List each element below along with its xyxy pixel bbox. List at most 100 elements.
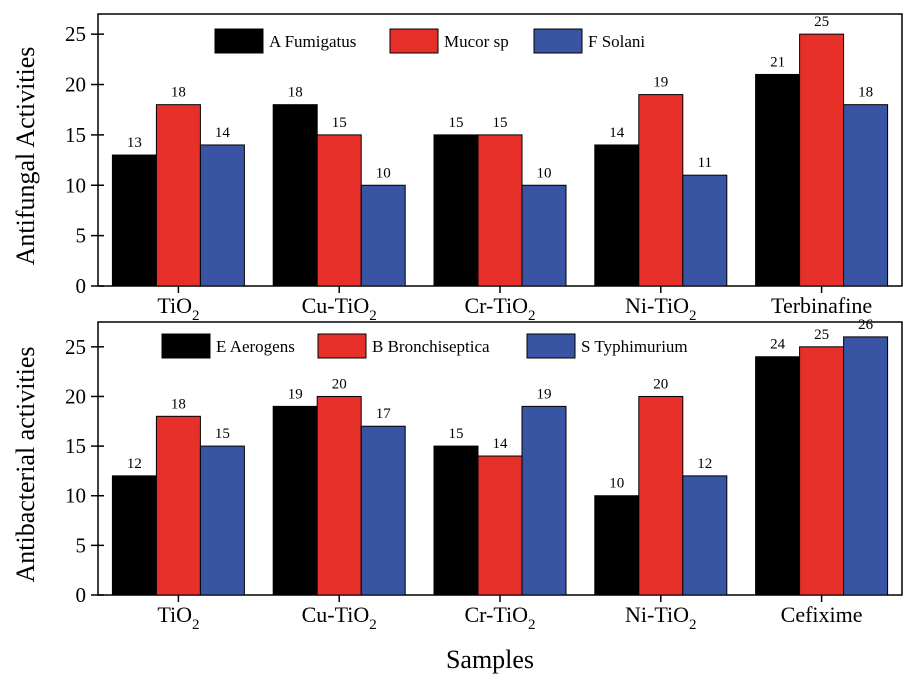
legend-label: Mucor sp: [444, 32, 509, 51]
data-label: 14: [493, 436, 509, 452]
bar: [594, 495, 640, 596]
data-label: 15: [449, 426, 464, 442]
bar: [111, 475, 157, 596]
y-tick-label: 25: [65, 335, 86, 359]
legend-swatch: [161, 333, 211, 359]
x-category-label-base: Ni-TiO: [625, 602, 689, 627]
bar: [155, 415, 201, 596]
data-label: 13: [127, 135, 142, 151]
legend-swatch: [317, 333, 367, 359]
bar: [477, 455, 523, 596]
x-category-label-subscript: 2: [369, 617, 377, 633]
x-category-label-subscript: 2: [689, 308, 697, 324]
x-category-label-base: TiO: [157, 293, 192, 318]
x-category-label: Ni-TiO2: [625, 602, 697, 633]
x-category-label-subscript: 2: [528, 617, 536, 633]
legend-swatch: [389, 28, 439, 54]
x-category-label-base: Cu-TiO: [302, 602, 370, 627]
x-category-label-subscript: 2: [192, 308, 200, 324]
legend-swatch: [214, 28, 264, 54]
bar: [316, 395, 362, 596]
x-category-label: Terbinafine: [771, 293, 872, 318]
data-label: 19: [653, 75, 668, 91]
bar: [360, 184, 406, 287]
data-label: 15: [449, 115, 464, 131]
legend-swatch: [526, 333, 576, 359]
bar: [272, 405, 318, 596]
y-tick-label: 0: [76, 274, 87, 298]
bar: [799, 346, 845, 596]
bar: [477, 134, 523, 287]
data-label: 12: [697, 456, 712, 472]
legend-label: E Aerogens: [216, 337, 295, 356]
legend-label: F Solani: [588, 32, 645, 51]
data-label: 21: [770, 54, 785, 70]
x-category-label-base: Ni-TiO: [625, 293, 689, 318]
data-label: 20: [653, 376, 668, 392]
x-category-label-base: TiO: [157, 602, 192, 627]
y-tick-label: 20: [65, 73, 86, 97]
x-category-label-subscript: 2: [192, 617, 200, 633]
bar: [594, 144, 640, 287]
x-category-label-base: Cu-TiO: [302, 293, 370, 318]
data-label: 14: [609, 125, 625, 141]
data-label: 10: [376, 165, 391, 181]
bar: [843, 104, 889, 287]
bar: [682, 475, 728, 596]
legend-label: B Bronchiseptica: [372, 337, 490, 356]
y-tick-label: 15: [65, 123, 86, 147]
y-axis-title: Antibacterial activities: [11, 346, 40, 582]
data-label: 15: [215, 426, 230, 442]
bar: [521, 184, 567, 287]
bar: [799, 33, 845, 287]
bar: [755, 356, 801, 596]
x-category-label: TiO2: [157, 602, 199, 633]
legend-swatch: [533, 28, 583, 54]
bar: [155, 104, 201, 287]
y-tick-label: 10: [65, 173, 86, 197]
data-label: 15: [493, 115, 508, 131]
x-category-label: Cu-TiO2: [302, 602, 377, 633]
y-axis-title: Antifungal Activities: [11, 47, 40, 266]
data-label: 12: [127, 456, 142, 472]
y-tick-label: 25: [65, 22, 86, 46]
x-category-label-subscript: 2: [689, 617, 697, 633]
data-label: 14: [215, 125, 231, 141]
x-category-label-base: Terbinafine: [771, 293, 872, 318]
bar: [316, 134, 362, 287]
data-label: 15: [332, 115, 347, 131]
bar: [111, 154, 157, 287]
x-category-label-subscript: 2: [369, 308, 377, 324]
x-category-label-base: Cr-TiO: [464, 602, 528, 627]
data-label: 10: [537, 165, 552, 181]
bar: [638, 395, 684, 596]
data-label: 17: [376, 406, 392, 422]
bar: [199, 144, 245, 287]
bar: [843, 336, 889, 596]
legend-label: S Typhimurium: [581, 337, 688, 356]
bar: [360, 425, 406, 596]
y-tick-label: 15: [65, 434, 86, 458]
x-category-label: Ni-TiO2: [625, 293, 697, 324]
bar: [272, 104, 318, 287]
x-category-label-base: Cr-TiO: [464, 293, 528, 318]
bar: [638, 94, 684, 287]
x-category-label-subscript: 2: [528, 308, 536, 324]
data-label: 18: [858, 85, 873, 101]
data-label: 18: [288, 85, 303, 101]
bar: [433, 134, 479, 287]
data-label: 19: [537, 386, 552, 402]
data-label: 10: [609, 476, 624, 492]
bar: [755, 73, 801, 287]
y-tick-label: 5: [76, 533, 87, 557]
x-category-label-base: Cefixime: [781, 602, 863, 627]
data-label: 25: [814, 327, 829, 343]
x-category-label: Cefixime: [781, 602, 863, 627]
x-category-label: TiO2: [157, 293, 199, 324]
chart-panel-2: 0 5 10 15 20 25 Antibacterial activities 12 18 15…: [11, 317, 903, 674]
data-label: 25: [814, 14, 829, 30]
y-tick-label: 5: [76, 224, 87, 248]
legend-label: A Fumigatus: [269, 32, 356, 51]
